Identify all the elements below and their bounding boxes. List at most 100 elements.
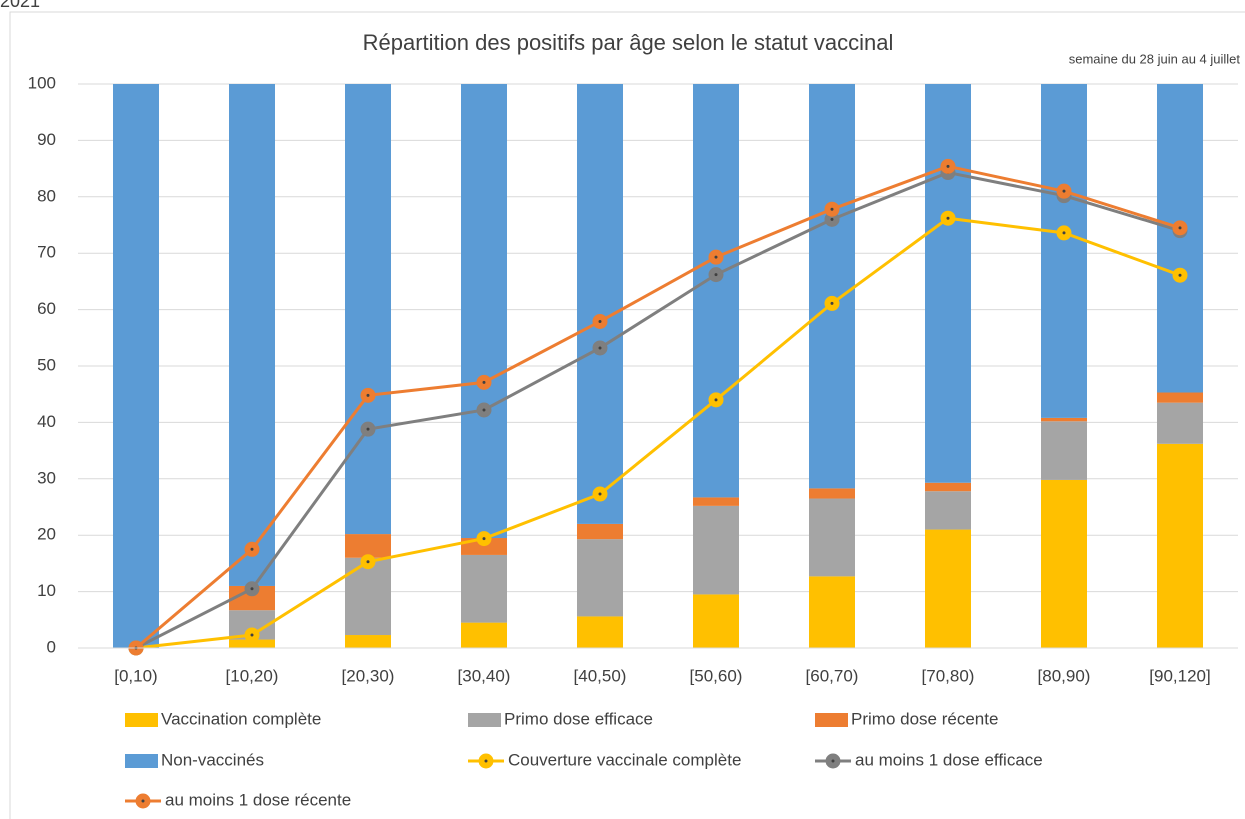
y-tick-label: 90	[37, 130, 56, 149]
x-tick-label: [90,120]	[1149, 666, 1210, 685]
bar-segment	[461, 84, 507, 539]
y-tick-label: 20	[37, 525, 56, 544]
bar-segment	[809, 84, 855, 489]
y-tick-label: 80	[37, 186, 56, 205]
marker-dot	[482, 537, 486, 541]
marker-dot	[484, 759, 488, 763]
marker-dot	[250, 633, 254, 637]
marker-dot	[1062, 231, 1066, 235]
x-tick-label: [20,30)	[342, 666, 395, 685]
bar-segment	[1041, 479, 1087, 648]
marker-dot	[830, 301, 834, 305]
bar-segment	[345, 84, 391, 535]
marker-dot	[482, 380, 486, 384]
bar-segment	[345, 635, 391, 648]
bar-segment	[1157, 443, 1203, 648]
bar-segment	[113, 84, 159, 648]
x-tick-label: [50,60)	[690, 666, 743, 685]
marker-dot	[598, 492, 602, 496]
marker-dot	[366, 393, 370, 397]
y-tick-label: 50	[37, 355, 56, 374]
bar-segment	[925, 491, 971, 530]
marker-dot	[714, 398, 718, 402]
bar-segment	[925, 84, 971, 483]
legend-label: au moins 1 dose efficace	[855, 750, 1043, 769]
bar-segment	[229, 84, 275, 586]
bar-segment	[1041, 417, 1087, 422]
chart-subtitle: semaine du 28 juin au 4 juillet	[1069, 51, 1241, 66]
bar-segment	[577, 84, 623, 524]
bar-segment	[693, 497, 739, 506]
y-tick-label: 10	[37, 581, 56, 600]
legend-label: au moins 1 dose récente	[165, 790, 351, 809]
bar-segment	[461, 554, 507, 623]
bar-segment	[809, 576, 855, 648]
legend-swatch	[125, 754, 158, 768]
bar-segment	[577, 539, 623, 617]
chart-frame	[9, 11, 1245, 819]
marker-dot	[946, 216, 950, 220]
bar-segment	[1041, 84, 1087, 418]
legend-swatch	[468, 713, 501, 727]
bar-segment	[809, 498, 855, 577]
marker-dot	[598, 319, 602, 323]
marker-dot	[366, 427, 370, 431]
legend-swatch	[815, 713, 848, 727]
x-tick-label: [10,20)	[226, 666, 279, 685]
marker-dot	[1062, 189, 1066, 193]
x-tick-label: [60,70)	[806, 666, 859, 685]
marker-dot	[598, 346, 602, 350]
bar-segment	[1157, 392, 1203, 403]
corner-text: 2021	[0, 0, 40, 11]
bar-segment	[461, 622, 507, 648]
marker-dot	[1178, 273, 1182, 277]
bar-segment	[577, 523, 623, 540]
y-tick-label: 40	[37, 412, 56, 431]
bar-segment	[693, 84, 739, 498]
y-tick-label: 60	[37, 299, 56, 318]
bar-segment	[577, 616, 623, 648]
marker-dot	[482, 408, 486, 412]
marker-dot	[250, 547, 254, 551]
bar-segment	[1041, 421, 1087, 480]
bar-segment	[925, 529, 971, 648]
line	[135, 164, 1181, 650]
x-tick-label: [70,80)	[922, 666, 975, 685]
legend-label: Couverture vaccinale complète	[508, 750, 741, 769]
marker-dot	[141, 799, 145, 803]
y-tick-label: 30	[37, 468, 56, 487]
x-tick-label: [0,10)	[114, 666, 157, 685]
x-tick-label: [80,90)	[1038, 666, 1091, 685]
legend-label: Primo dose récente	[851, 709, 998, 728]
marker-dot	[946, 164, 950, 168]
line	[135, 170, 1181, 650]
marker-dot	[714, 273, 718, 277]
legend-label: Vaccination complète	[161, 709, 321, 728]
y-tick-label: 70	[37, 243, 56, 262]
marker-dot	[1178, 226, 1182, 230]
bar-segment	[925, 482, 971, 492]
bar-segment	[693, 594, 739, 648]
y-tick-label: 0	[47, 637, 56, 656]
bar-segment	[345, 534, 391, 558]
marker-dot	[250, 587, 254, 591]
marker-dot	[831, 759, 835, 763]
x-tick-label: [40,50)	[574, 666, 627, 685]
legend-label: Primo dose efficace	[504, 709, 653, 728]
bar-segment	[1157, 84, 1203, 393]
legend-label: Non-vaccinés	[161, 750, 264, 769]
marker-dot	[830, 217, 834, 221]
line	[135, 216, 1181, 650]
x-tick-label: [30,40)	[458, 666, 511, 685]
marker-dot	[830, 207, 834, 211]
bar-segment	[693, 505, 739, 595]
marker-dot	[366, 560, 370, 564]
bar-segment	[345, 557, 391, 636]
bar-segment	[809, 488, 855, 499]
bar-segment	[229, 639, 275, 648]
bar-segment	[1157, 402, 1203, 444]
marker-dot	[714, 255, 718, 259]
legend-swatch	[125, 713, 158, 727]
chart-title: Répartition des positifs par âge selon l…	[363, 30, 894, 55]
